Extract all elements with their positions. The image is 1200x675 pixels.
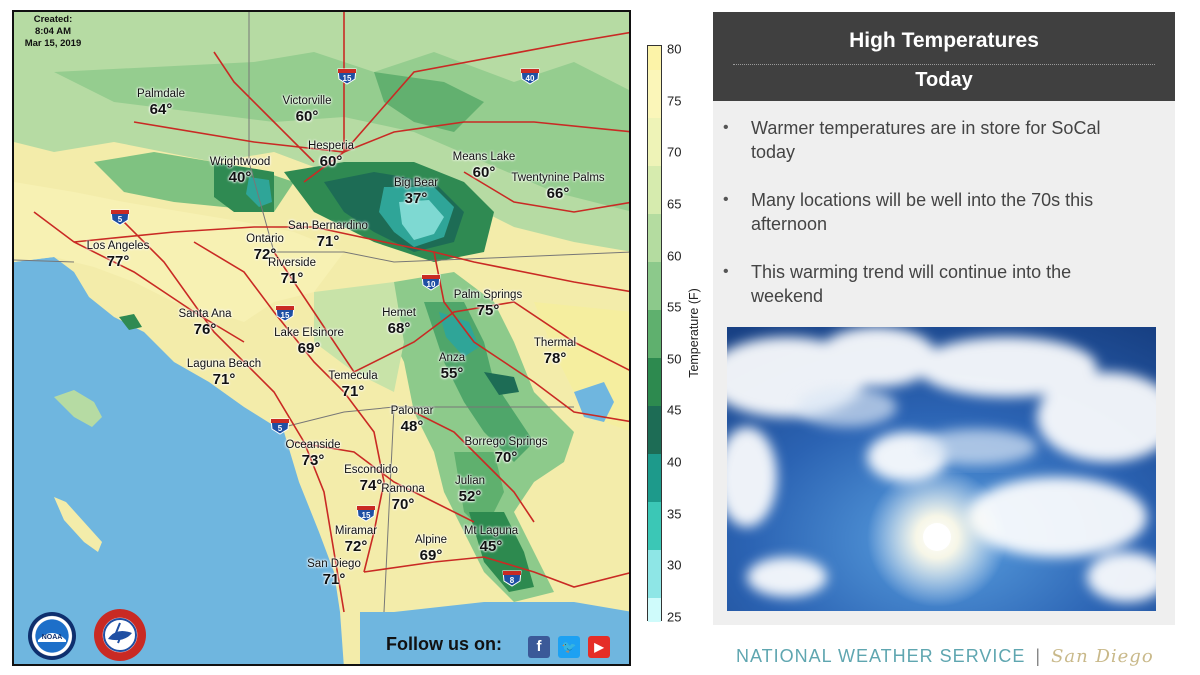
- footer-branding: NATIONAL WEATHER SERVICE | San Diego: [736, 646, 1154, 667]
- city-label: Anza 55°: [438, 352, 466, 382]
- youtube-icon[interactable]: ▶: [588, 636, 610, 658]
- city-label: Oceanside 73°: [285, 439, 341, 469]
- scale-tick-label: 70: [667, 144, 682, 160]
- city-label: Palmdale 64°: [137, 88, 185, 118]
- scale-tick-label: 30: [667, 557, 682, 573]
- nws-logo-icon: [94, 609, 146, 661]
- scale-tick-label: 80: [667, 41, 682, 57]
- city-label: Palm Springs 75°: [453, 289, 523, 319]
- interstate-15-shield-icon: 15: [337, 67, 357, 85]
- footer-separator: |: [1035, 646, 1042, 666]
- scale-band: [648, 502, 661, 550]
- city-label: Big Bear 37°: [393, 177, 439, 207]
- interstate-5-shield-icon: 5: [110, 208, 130, 226]
- scale-band: [648, 310, 661, 358]
- city-label: Escondido 74°: [344, 464, 398, 494]
- svg-text:NOAA: NOAA: [42, 634, 63, 641]
- panel-subtitle: Today: [915, 69, 973, 91]
- city-label: Miramar 72°: [334, 525, 378, 555]
- noaa-logo-icon: NOAA: [28, 612, 76, 660]
- interstate-15-shield-icon: 15: [275, 304, 295, 322]
- city-label: San Bernardino 71°: [288, 220, 368, 250]
- city-label: Victorville 60°: [282, 95, 332, 125]
- footer-org: NATIONAL WEATHER SERVICE: [736, 646, 1026, 666]
- scale-tick-label: 45: [667, 402, 682, 418]
- city-label: Julian 52°: [454, 475, 486, 505]
- svg-text:5: 5: [278, 424, 283, 433]
- svg-text:8: 8: [510, 576, 515, 585]
- scale-band: [648, 550, 661, 598]
- follow-us-label: Follow us on:: [386, 634, 502, 654]
- panel-header: High Temperatures Today: [713, 12, 1175, 101]
- scale-tick-label: 40: [667, 454, 682, 470]
- city-label: Ramona 70°: [381, 483, 425, 513]
- bullet-item: Many locations will be well into the 70s…: [723, 188, 1143, 236]
- city-label: Wrightwood 40°: [209, 156, 271, 186]
- scale-band: [648, 46, 661, 70]
- sunny-sky-photo: [727, 327, 1156, 611]
- city-label: Palomar 48°: [390, 405, 434, 435]
- city-label: Mt Laguna 45°: [463, 525, 519, 555]
- twitter-icon[interactable]: 🐦: [558, 636, 580, 658]
- city-label: Laguna Beach 71°: [186, 358, 262, 388]
- temperature-map: Created: 8:04 AM Mar 15, 2019 15 40 5 10…: [12, 10, 631, 666]
- scale-tick-label: 55: [667, 299, 682, 315]
- city-label: Riverside 71°: [268, 257, 316, 287]
- svg-text:40: 40: [526, 74, 535, 83]
- city-label: San Diego 71°: [307, 558, 361, 588]
- created-timestamp: Created: 8:04 AM Mar 15, 2019: [24, 14, 82, 49]
- city-label: Los Angeles 77°: [86, 240, 150, 270]
- svg-text:10: 10: [427, 280, 436, 289]
- scale-tick-label: 35: [667, 506, 682, 522]
- panel-title: High Temperatures: [849, 29, 1039, 52]
- bullet-item: This warming trend will continue into th…: [723, 260, 1143, 308]
- scale-band: [648, 406, 661, 454]
- interstate-10-shield-icon: 10: [421, 273, 441, 291]
- interstate-8-shield-icon: 8: [502, 569, 522, 587]
- scale-tick-label: 25: [667, 609, 682, 625]
- city-label: Temecula 71°: [328, 370, 378, 400]
- svg-text:5: 5: [118, 215, 123, 224]
- scale-band: [648, 598, 661, 622]
- city-label: Ontario 72°: [246, 233, 284, 263]
- scale-band: [648, 358, 661, 406]
- city-label: Santa Ana 76°: [178, 308, 232, 338]
- interstate-5-shield-icon: 5: [270, 417, 290, 435]
- interstate-40-shield-icon: 40: [520, 67, 540, 85]
- city-label: Borrego Springs 70°: [464, 436, 548, 466]
- scale-band: [648, 70, 661, 118]
- scale-tick-label: 75: [667, 93, 682, 109]
- scale-band: [648, 118, 661, 166]
- city-label: Lake Elsinore 69°: [274, 327, 344, 357]
- scale-band: [648, 454, 661, 502]
- map-terrain: [14, 12, 629, 664]
- interstate-15-shield-icon: 15: [356, 504, 376, 522]
- footer-office: San Diego: [1051, 646, 1154, 667]
- city-label: Means Lake 60°: [452, 151, 516, 181]
- temperature-color-scale: [647, 45, 662, 622]
- header-divider: [733, 64, 1155, 65]
- scale-band: [648, 166, 661, 214]
- city-label: Thermal 78°: [533, 337, 577, 367]
- city-label: Hemet 68°: [382, 307, 416, 337]
- city-label: Hesperia 60°: [307, 140, 355, 170]
- city-label: Alpine 69°: [415, 534, 447, 564]
- svg-text:15: 15: [362, 511, 371, 520]
- scale-band: [648, 262, 661, 310]
- city-label: Twentynine Palms 66°: [511, 172, 605, 202]
- facebook-icon[interactable]: f: [528, 636, 550, 658]
- svg-text:15: 15: [343, 74, 352, 83]
- bullet-item: Warmer temperatures are in store for SoC…: [723, 116, 1143, 164]
- scale-tick-label: 65: [667, 196, 682, 212]
- svg-text:15: 15: [281, 311, 290, 320]
- scale-tick-label: 50: [667, 351, 682, 367]
- scale-axis-label: Temperature (F): [687, 288, 701, 378]
- scale-tick-label: 60: [667, 248, 682, 264]
- scale-band: [648, 214, 661, 262]
